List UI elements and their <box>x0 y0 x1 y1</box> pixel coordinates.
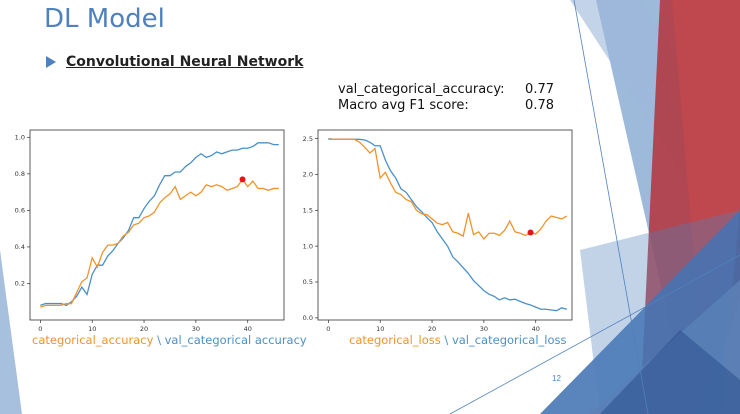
legend-val-accuracy: val_categorical accuracy <box>164 333 307 347</box>
x-tick-label: 30 <box>480 325 488 333</box>
train-series-line <box>328 137 567 312</box>
legend-train-accuracy: categorical_accuracy <box>32 333 154 347</box>
triangle-bullet-icon <box>46 56 56 68</box>
x-tick-label: 10 <box>376 325 384 333</box>
y-tick-label: 2.0 <box>303 171 313 179</box>
y-tick-label: 0.5 <box>303 278 313 286</box>
x-tick-label: 0 <box>38 325 42 333</box>
x-tick-label: 0 <box>326 325 330 333</box>
y-tick-label: 1.0 <box>15 134 25 142</box>
x-tick-label: 20 <box>428 325 436 333</box>
loss-legend: categorical_loss \ val_categorical_loss <box>349 333 566 347</box>
val-series-line <box>40 178 279 308</box>
y-tick-label: 1.5 <box>303 207 313 215</box>
metric-value: 0.78 <box>525 98 554 113</box>
accuracy-chart: 0 10 20 30 40 0.2 0.4 0.6 0.8 1.0 <box>8 126 290 336</box>
y-tick-label: 0.4 <box>15 243 25 251</box>
y-tick-label: 2.5 <box>303 135 313 143</box>
loss-chart-svg: 0 10 20 30 40 0.0 0.5 1.0 1.5 2.0 2.5 <box>303 129 573 333</box>
y-tick-label: 0.6 <box>15 207 25 215</box>
y-tick-label: 1.0 <box>303 242 313 250</box>
metric-row-accuracy: val_categorical_accuracy: 0.77 <box>338 82 554 98</box>
legend-separator: \ <box>440 333 452 347</box>
accuracy-chart-svg: 0 10 20 30 40 0.2 0.4 0.6 0.8 1.0 <box>15 129 285 333</box>
metric-label: val_categorical_accuracy: <box>338 82 505 97</box>
subtitle: Convolutional Neural Network <box>46 54 303 70</box>
accuracy-legend: categorical_accuracy \ val_categorical a… <box>32 333 307 347</box>
best-epoch-marker <box>527 229 534 236</box>
x-tick-label: 30 <box>192 325 200 333</box>
plot-frame <box>29 129 285 321</box>
x-tick-label: 20 <box>140 325 148 333</box>
slide-title: DL Model <box>44 4 165 34</box>
y-tick-label: 0.0 <box>303 314 313 322</box>
x-tick-label: 40 <box>244 325 252 333</box>
subtitle-text: Convolutional Neural Network <box>66 54 304 70</box>
metric-label: Macro avg F1 score: <box>338 98 469 113</box>
x-tick-label: 10 <box>88 325 96 333</box>
best-epoch-marker <box>239 176 246 183</box>
loss-chart: 0 10 20 30 40 0.0 0.5 1.0 1.5 2.0 2.5 <box>296 126 578 336</box>
train-series-line <box>40 142 279 307</box>
legend-separator: \ <box>153 333 165 347</box>
val-series-line <box>328 138 568 241</box>
metric-row-f1: Macro avg F1 score: 0.78 <box>338 98 554 114</box>
x-tick-label: 40 <box>532 325 540 333</box>
y-tick-label: 0.8 <box>15 170 25 178</box>
page-number: 12 <box>552 374 561 383</box>
plot-frame <box>317 129 573 321</box>
metric-value: 0.77 <box>525 82 554 97</box>
y-tick-label: 0.2 <box>15 280 25 288</box>
metrics-block: val_categorical_accuracy: 0.77 Macro avg… <box>338 82 554 114</box>
legend-train-loss: categorical_loss <box>349 333 441 347</box>
legend-val-loss: val_categorical_loss <box>451 333 567 347</box>
